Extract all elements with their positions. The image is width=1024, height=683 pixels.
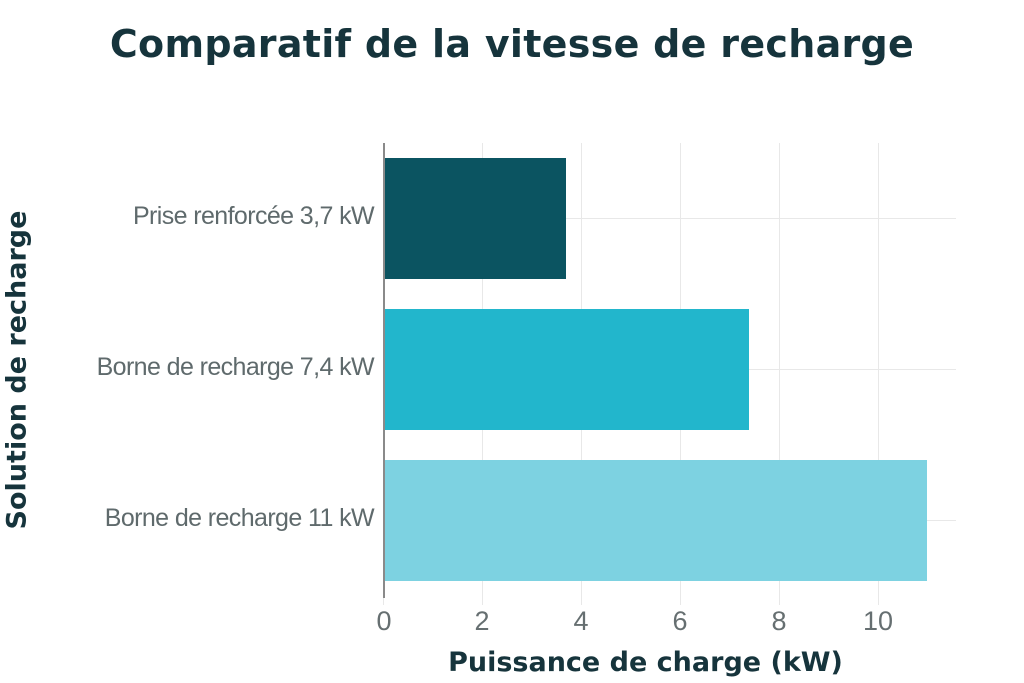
bar-borne-11 <box>383 460 927 581</box>
y-tick-label: Prise renforcée 3,7 kW <box>132 202 375 230</box>
x-axis-label: Puissance de charge (kW) <box>448 647 843 678</box>
y-tick-label: Borne de recharge 11 kW <box>104 504 375 532</box>
y-tick-label: Borne de recharge 7,4 kW <box>96 353 375 381</box>
gridline-y-0 <box>383 218 956 219</box>
x-tick-label: 10 <box>862 606 894 636</box>
chart-title: Comparatif de la vitesse de recharge <box>109 22 915 66</box>
bar-prise-renforcee <box>383 158 566 279</box>
y-axis-label: Solution de recharge <box>1 210 33 530</box>
gridline-x-10 <box>878 143 879 605</box>
y-axis-line <box>383 143 385 598</box>
bar-borne-7-4 <box>383 309 749 430</box>
x-tick-label: 8 <box>771 606 787 636</box>
x-tick-label: 2 <box>474 606 490 636</box>
plot-area <box>383 143 956 605</box>
gridline-x-8 <box>779 143 780 605</box>
x-tick-label: 6 <box>672 606 688 636</box>
x-tick-label: 4 <box>573 606 589 636</box>
x-tick-label: 0 <box>376 606 392 636</box>
